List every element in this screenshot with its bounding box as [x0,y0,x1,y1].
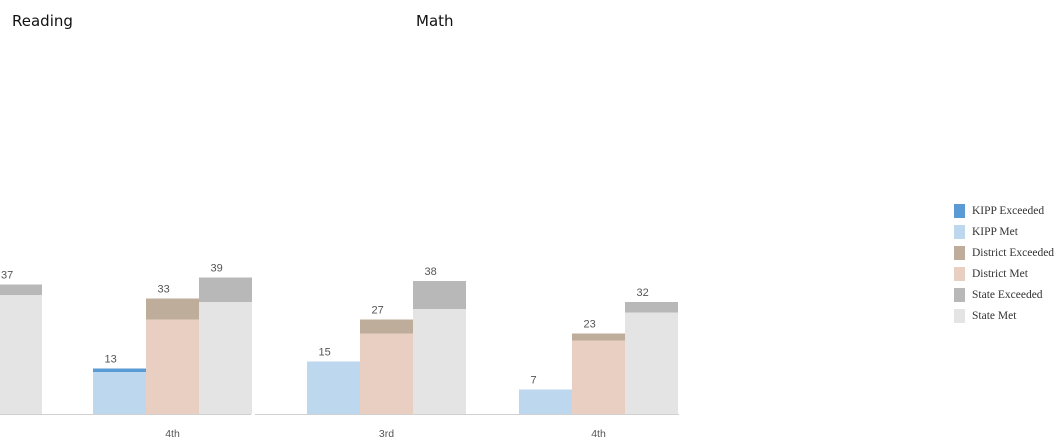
data-label-state-4th: 39 [211,263,223,275]
chart-marks: 37 13 33 39 4th 15 27 38 3rd 7 23 32 4th [0,263,679,440]
bar-kipp-met-4th [519,389,572,414]
legend-swatch-kipp-exceeded [954,203,965,218]
bar-kipp-met-3rd [307,361,360,414]
legend-swatch-state-exceeded [954,287,965,302]
reading-title: Reading [12,12,73,30]
data-label-state-3rd: 38 [425,266,437,278]
legend-item-kipp-exceeded: KIPP Exceeded [954,200,1054,221]
math-title: Math [416,12,454,30]
bar-state-met-3rd [413,309,466,414]
legend-swatch-state-met [954,308,965,323]
data-label-state-4th: 32 [637,287,649,299]
bar-district-exceeded-4th [572,333,625,341]
bar-kipp-met-4th [93,372,146,414]
bar-state-exceeded-3rd [413,281,466,309]
bar-district-met-4th [572,340,625,414]
bar-kipp-exceeded-4th [93,368,146,372]
data-label-district-3rd: 27 [372,305,384,317]
bar-state-exceeded-4th [625,302,678,313]
legend-item-state-exceeded: State Exceeded [954,284,1054,305]
legend-swatch-district-met [954,266,965,281]
legend: KIPP Exceeded KIPP Met District Exceeded… [954,200,1054,326]
bar-state-exceeded-partial [0,284,42,295]
x-tick-label-4th: 4th [165,428,180,440]
bar-district-met-4th [146,319,199,414]
legend-item-kipp-met: KIPP Met [954,221,1054,242]
data-label-kipp-3rd: 15 [319,347,331,359]
bar-district-exceeded-4th [146,298,199,320]
x-tick-label-3rd: 3rd [379,428,394,440]
data-label-partial: 37 [1,270,13,282]
data-label-kipp-4th: 7 [531,375,537,387]
bar-state-met-partial [0,295,42,414]
legend-label-kipp-exceeded: KIPP Exceeded [972,204,1045,217]
data-label-district-4th: 23 [584,319,596,331]
data-label-kipp-4th: 13 [105,354,117,366]
legend-label-kipp-met: KIPP Met [972,225,1018,238]
legend-item-district-met: District Met [954,263,1054,284]
bar-district-exceeded-3rd [360,319,413,334]
legend-swatch-district-exceeded [954,245,965,260]
legend-label-state-met: State Met [972,309,1017,322]
x-tick-label-4th: 4th [591,428,606,440]
legend-label-state-exceeded: State Exceeded [972,288,1043,301]
bar-state-exceeded-4th [199,277,252,302]
legend-label-district-met: District Met [972,267,1028,280]
bar-district-met-3rd [360,333,413,414]
data-label-district-4th: 33 [158,284,170,296]
legend-label-district-exceeded: District Exceeded [972,246,1055,259]
legend-item-state-met: State Met [954,305,1054,326]
legend-swatch-kipp-met [954,224,965,239]
bar-state-met-4th [199,302,252,414]
bar-state-met-4th [625,312,678,414]
legend-item-district-exceeded: District Exceeded [954,242,1054,263]
